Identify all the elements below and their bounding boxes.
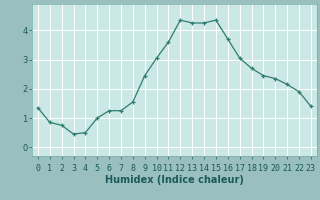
X-axis label: Humidex (Indice chaleur): Humidex (Indice chaleur) — [105, 175, 244, 185]
